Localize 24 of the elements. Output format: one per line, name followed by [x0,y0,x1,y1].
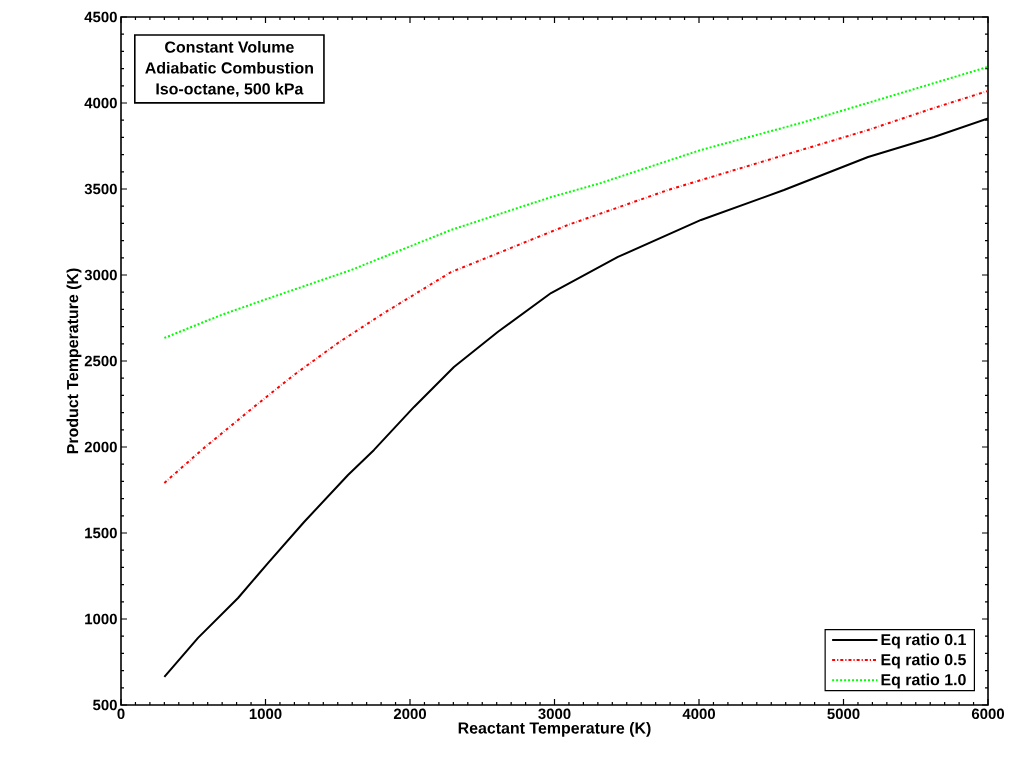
x-tick-label: 5000 [827,708,860,720]
x-axis-title: Reactant Temperature (K) [458,721,651,737]
y-tick-label: 1500 [85,527,117,539]
annotation: Adiabatic Combustion [145,61,313,74]
y-tick-label: 4500 [84,11,117,23]
y-tick-label: 500 [93,699,117,711]
y-tick-label: 3000 [84,269,117,281]
annotation: Constant Volume [165,40,294,53]
legend-label: Eq ratio 1.0 [881,673,966,689]
x-tick-label: 6000 [971,708,1004,720]
legend-label: Eq ratio 0.5 [881,653,966,669]
x-tick-label: 2000 [393,708,426,720]
x-tick-label: 3000 [538,708,571,720]
y-tick-label: 4000 [84,97,117,109]
legend-label: Eq ratio 0.1 [881,633,966,649]
annotation: Iso-octane, 500 kPa [156,82,304,97]
y-tick-label: 2500 [84,355,117,367]
x-tick-label: 4000 [682,708,715,720]
y-axis-title: Product Temperature (K) [66,268,82,454]
y-tick-label: 2000 [84,441,117,453]
x-tick-label: 1000 [249,708,282,720]
x-tick-label: 0 [117,708,125,720]
y-tick-label: 3500 [84,183,117,195]
y-tick-label: 1000 [85,613,117,625]
